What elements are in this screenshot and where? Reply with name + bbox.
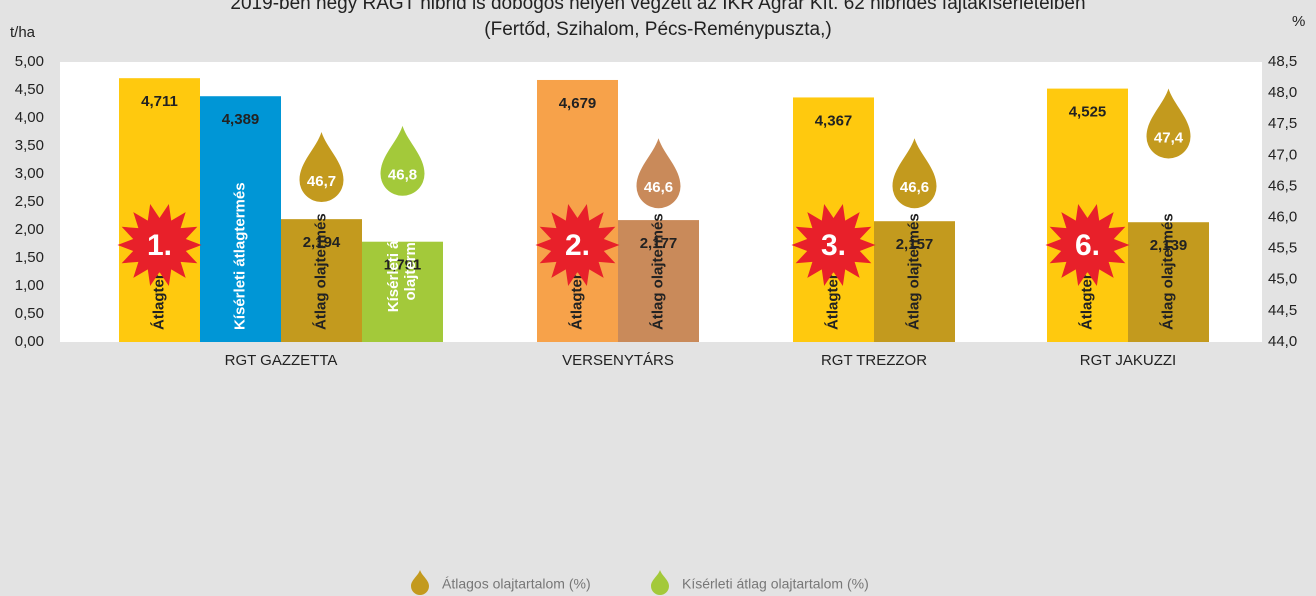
- drop-label: 46,6: [900, 179, 929, 196]
- value-label: 4,389: [222, 111, 260, 128]
- value-label: 1,791: [384, 257, 422, 274]
- chart-title: 2019-ben négy RAGT hibrid is dobogós hel…: [230, 0, 1085, 14]
- y2-tick-label: 48,5: [1268, 53, 1297, 70]
- oil-drop: [892, 138, 937, 209]
- drop-label: 46,6: [644, 179, 673, 196]
- value-label: 2,194: [303, 234, 341, 251]
- rank-badge: [117, 204, 202, 286]
- bar: [537, 79, 618, 342]
- y-tick-label: 0,50: [15, 305, 44, 322]
- bar-label: olajtermés: [402, 225, 419, 300]
- drop-label: 46,8: [388, 167, 417, 184]
- y2-axis-label: %: [1292, 13, 1305, 30]
- rank-badge: [1045, 204, 1130, 286]
- y-tick-label: 4,00: [15, 109, 44, 126]
- y-tick-label: 3,00: [15, 165, 44, 182]
- legend-swatch: [651, 570, 669, 595]
- x-tick-label: RGT JAKUZZI: [1080, 352, 1176, 369]
- value-label: 2,139: [1150, 237, 1188, 254]
- value-label: 4,679: [559, 95, 597, 112]
- bar-label: Átlag olajtermés: [649, 213, 666, 330]
- rank-badge: [791, 204, 876, 286]
- rank-label: 1.: [147, 229, 172, 262]
- y2-tick-label: 46,5: [1268, 177, 1297, 194]
- rank-label: 3.: [821, 229, 846, 262]
- y2-tick-label: 44,0: [1268, 333, 1297, 350]
- legend-label: Kísérleti átlag olajtartalom (%): [682, 576, 869, 592]
- bar: [618, 220, 699, 342]
- legend-label: Átlagos olajtartalom (%): [442, 576, 591, 592]
- rank-badge: [535, 204, 620, 286]
- y-tick-label: 5,00: [15, 53, 44, 70]
- y2-tick-label: 44,5: [1268, 302, 1297, 319]
- value-label: 4,711: [141, 93, 178, 110]
- drop-label: 46,7: [307, 173, 336, 190]
- bar-label: Átlag olajtermés: [312, 213, 329, 330]
- x-tick-label: RGT TREZZOR: [821, 352, 927, 369]
- bar-label: Kísérleti átlag: [385, 214, 402, 312]
- y-tick-label: 2,00: [15, 221, 44, 238]
- rank-label: 2.: [565, 229, 590, 262]
- legend-swatch: [411, 570, 429, 595]
- oil-drop: [1146, 88, 1191, 159]
- y2-tick-label: 45,0: [1268, 271, 1297, 288]
- value-label: 2,177: [640, 235, 678, 252]
- bar: [1047, 88, 1128, 342]
- oil-drop: [299, 132, 344, 202]
- bar-label: Átlag olajtermés: [1159, 213, 1176, 330]
- y-tick-label: 0,00: [15, 333, 44, 350]
- bar: [119, 78, 200, 343]
- value-label: 4,367: [815, 112, 853, 129]
- x-tick-label: VERSENYTÁRS: [562, 352, 674, 369]
- oil-drop: [636, 138, 681, 209]
- y-tick-label: 2,50: [15, 193, 44, 210]
- y-tick-label: 1,00: [15, 277, 44, 294]
- y2-tick-label: 47,5: [1268, 115, 1297, 132]
- y2-tick-label: 48,0: [1268, 84, 1297, 101]
- bar-label: Kísérleti átlagtermés: [231, 182, 248, 330]
- value-label: 4,525: [1069, 104, 1107, 121]
- y2-tick-label: 46,0: [1268, 209, 1297, 226]
- bar: [281, 219, 362, 342]
- value-label: 2,157: [896, 236, 934, 253]
- drop-label: 47,4: [1154, 129, 1184, 146]
- x-tick-label: RGT GAZZETTA: [225, 352, 338, 369]
- bar: [200, 96, 281, 342]
- rank-label: 6.: [1075, 229, 1100, 262]
- bar: [1128, 222, 1209, 342]
- y-axis-label: t/ha: [10, 24, 36, 41]
- bar: [362, 241, 443, 342]
- y-tick-label: 1,50: [15, 249, 44, 266]
- y2-tick-label: 45,5: [1268, 240, 1297, 257]
- y-tick-label: 4,50: [15, 81, 44, 98]
- bar: [874, 221, 955, 342]
- chart-subtitle: (Fertőd, Szihalom, Pécs-Reménypuszta,): [484, 19, 831, 40]
- oil-drop: [380, 125, 425, 196]
- y-tick-label: 3,50: [15, 137, 44, 154]
- bar-label: Átlag olajtermés: [905, 213, 922, 330]
- y2-tick-label: 47,0: [1268, 146, 1297, 163]
